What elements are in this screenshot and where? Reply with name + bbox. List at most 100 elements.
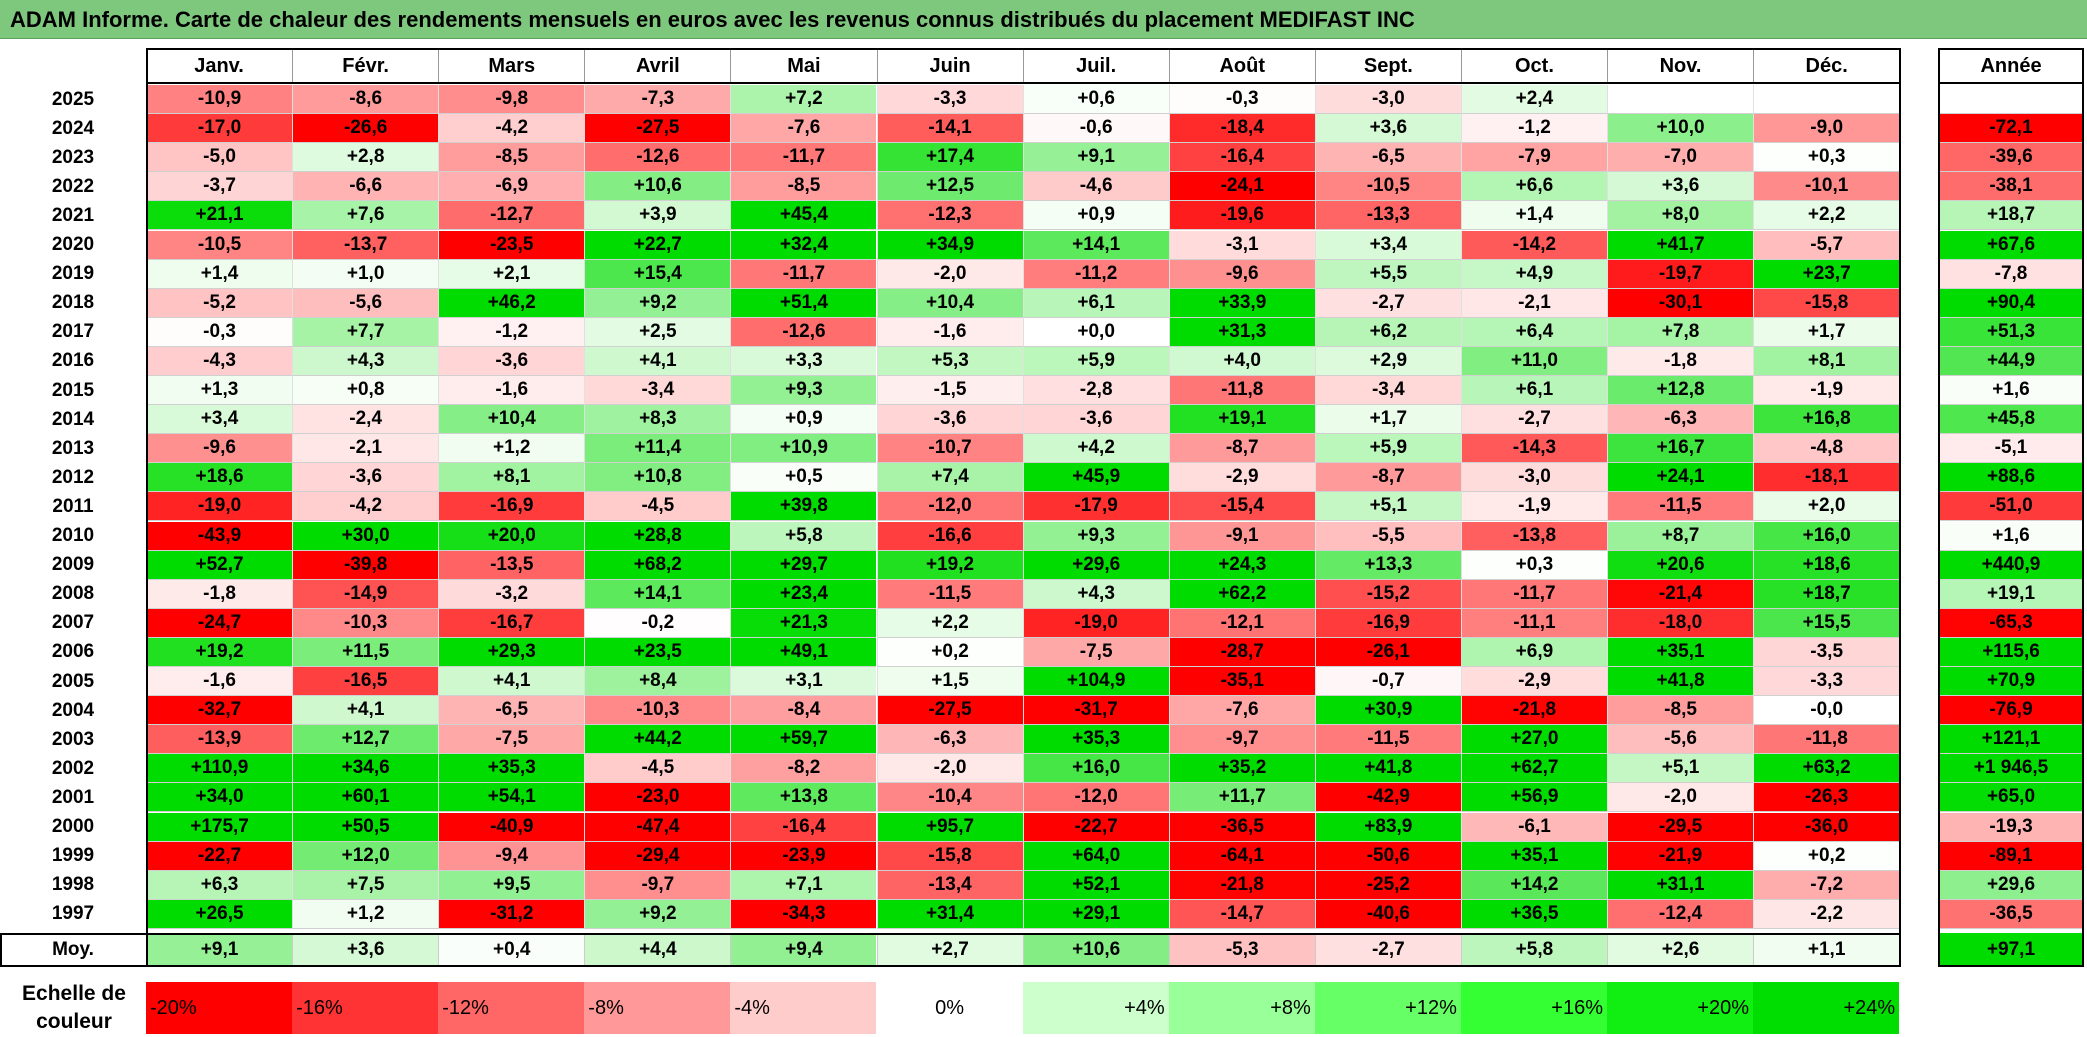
heatmap-cell: +31,4 bbox=[876, 899, 1023, 929]
average-cell: +9,1 bbox=[146, 933, 293, 967]
average-cell: +1,1 bbox=[1753, 933, 1900, 967]
year-label: 2010 bbox=[0, 521, 146, 551]
heatmap-cell: -64,1 bbox=[1168, 841, 1315, 871]
heatmap-cell: +2,8 bbox=[292, 143, 439, 173]
heatmap-cell: -50,6 bbox=[1314, 841, 1461, 871]
year-label: 2014 bbox=[0, 405, 146, 435]
column-header: Août bbox=[1168, 48, 1315, 84]
heatmap-cell: -11,7 bbox=[730, 143, 877, 173]
heatmap-cell: +7,1 bbox=[730, 870, 877, 900]
heatmap-cell: -3,1 bbox=[1168, 230, 1315, 260]
heatmap-cell: +52,1 bbox=[1022, 870, 1169, 900]
heatmap-cell: -16,4 bbox=[730, 812, 877, 842]
heatmap-cell: +9,3 bbox=[730, 376, 877, 406]
color-scale-label: Echelle de couleur bbox=[22, 982, 126, 1033]
heatmap-cell: -9,0 bbox=[1753, 114, 1900, 144]
heatmap-cell: -12,7 bbox=[438, 201, 585, 231]
heatmap-cell: +3,4 bbox=[1314, 230, 1461, 260]
heatmap-cell: +26,5 bbox=[146, 899, 293, 929]
heatmap-cell: -11,1 bbox=[1460, 608, 1607, 638]
heatmap-cell: -9,7 bbox=[1168, 725, 1315, 755]
heatmap-cell: +9,1 bbox=[1022, 143, 1169, 173]
year-label: 2021 bbox=[0, 201, 146, 231]
heatmap-cell: +3,9 bbox=[584, 201, 731, 231]
heatmap-cell: -5,5 bbox=[1314, 521, 1461, 551]
heatmap-cell: +11,0 bbox=[1460, 346, 1607, 376]
heatmap-cell: +4,0 bbox=[1168, 346, 1315, 376]
heatmap-cell: -1,8 bbox=[1607, 346, 1754, 376]
heatmap-cell: -1,2 bbox=[1460, 114, 1607, 144]
heatmap-cell: +36,5 bbox=[1460, 899, 1607, 929]
heatmap-cell: +9,2 bbox=[584, 899, 731, 929]
heatmap-cell: -15,4 bbox=[1168, 492, 1315, 522]
average-cell: +2,7 bbox=[876, 933, 1023, 967]
annual-cell: -5,1 bbox=[1938, 434, 2084, 464]
heatmap-cell: +10,4 bbox=[876, 288, 1023, 318]
year-label: 1998 bbox=[0, 870, 146, 900]
heatmap-cell: +56,9 bbox=[1460, 783, 1607, 813]
heatmap-cell: +5,9 bbox=[1314, 434, 1461, 464]
heatmap-cell: -3,7 bbox=[146, 172, 293, 202]
heatmap-cell: +31,1 bbox=[1607, 870, 1754, 900]
heatmap-cell: +13,3 bbox=[1314, 550, 1461, 580]
heatmap-cell: -2,0 bbox=[876, 259, 1023, 289]
year-label: 2001 bbox=[0, 783, 146, 813]
annual-cell bbox=[1938, 85, 2084, 115]
heatmap-cell: -11,5 bbox=[1607, 492, 1754, 522]
heatmap-cell: +52,7 bbox=[146, 550, 293, 580]
heatmap-cell: -18,4 bbox=[1168, 114, 1315, 144]
heatmap-cell: +32,4 bbox=[730, 230, 877, 260]
heatmap-cell: -12,0 bbox=[876, 492, 1023, 522]
heatmap-cell: +5,1 bbox=[1314, 492, 1461, 522]
heatmap-cell: -31,2 bbox=[438, 899, 585, 929]
heatmap-cell: -13,9 bbox=[146, 725, 293, 755]
heatmap-cell: +5,1 bbox=[1607, 754, 1754, 784]
year-label: 2009 bbox=[0, 550, 146, 580]
heatmap-cell: +22,7 bbox=[584, 230, 731, 260]
heatmap-cell: +7,8 bbox=[1607, 317, 1754, 347]
heatmap-cell: +14,2 bbox=[1460, 870, 1607, 900]
heatmap-cell: -26,1 bbox=[1314, 637, 1461, 667]
heatmap-cell: +8,4 bbox=[584, 667, 731, 697]
heatmap-cell: -5,2 bbox=[146, 288, 293, 318]
heatmap-cell: +1,2 bbox=[438, 434, 585, 464]
heatmap-cell: +8,7 bbox=[1607, 521, 1754, 551]
heatmap-cell: +10,4 bbox=[438, 405, 585, 435]
heatmap-cell: -21,4 bbox=[1607, 579, 1754, 609]
heatmap-cell: -11,8 bbox=[1168, 376, 1315, 406]
heatmap-cell: -15,8 bbox=[1753, 288, 1900, 318]
heatmap-cell: -14,7 bbox=[1168, 899, 1315, 929]
color-scale-swatch: +4% bbox=[1022, 982, 1169, 1034]
annual-cell: +44,9 bbox=[1938, 346, 2084, 376]
heatmap-cell: -25,2 bbox=[1314, 870, 1461, 900]
year-label: 2003 bbox=[0, 725, 146, 755]
heatmap-cell: +1,7 bbox=[1314, 405, 1461, 435]
heatmap-cell: +6,1 bbox=[1022, 288, 1169, 318]
column-header: Janv. bbox=[146, 48, 293, 84]
heatmap-cell: +3,4 bbox=[146, 405, 293, 435]
heatmap-cell: +5,3 bbox=[876, 346, 1023, 376]
heatmap-cell: -13,4 bbox=[876, 870, 1023, 900]
color-scale-swatch: -16% bbox=[292, 982, 439, 1034]
heatmap-cell: -13,7 bbox=[292, 230, 439, 260]
heatmap-cell: -0,3 bbox=[1168, 85, 1315, 115]
heatmap-cell: -3,0 bbox=[1314, 85, 1461, 115]
heatmap-cell: +35,1 bbox=[1607, 637, 1754, 667]
heatmap-cell: +175,7 bbox=[146, 812, 293, 842]
heatmap-cell: -10,9 bbox=[146, 85, 293, 115]
column-header: Sept. bbox=[1314, 48, 1461, 84]
heatmap-cell: -10,3 bbox=[584, 696, 731, 726]
heatmap-cell: +7,2 bbox=[730, 85, 877, 115]
heatmap-cell: +4,3 bbox=[292, 346, 439, 376]
heatmap-cell: -11,2 bbox=[1022, 259, 1169, 289]
heatmap-cell: -5,7 bbox=[1753, 230, 1900, 260]
annual-cell: +88,6 bbox=[1938, 463, 2084, 493]
year-label: 2022 bbox=[0, 172, 146, 202]
heatmap-cell: -3,6 bbox=[876, 405, 1023, 435]
heatmap-cell: +14,1 bbox=[584, 579, 731, 609]
heatmap-cell: -7,3 bbox=[584, 85, 731, 115]
heatmap-cell: -16,4 bbox=[1168, 143, 1315, 173]
heatmap-cell: +8,3 bbox=[584, 405, 731, 435]
average-cell: +5,8 bbox=[1460, 933, 1607, 967]
heatmap-cell: -19,0 bbox=[1022, 608, 1169, 638]
